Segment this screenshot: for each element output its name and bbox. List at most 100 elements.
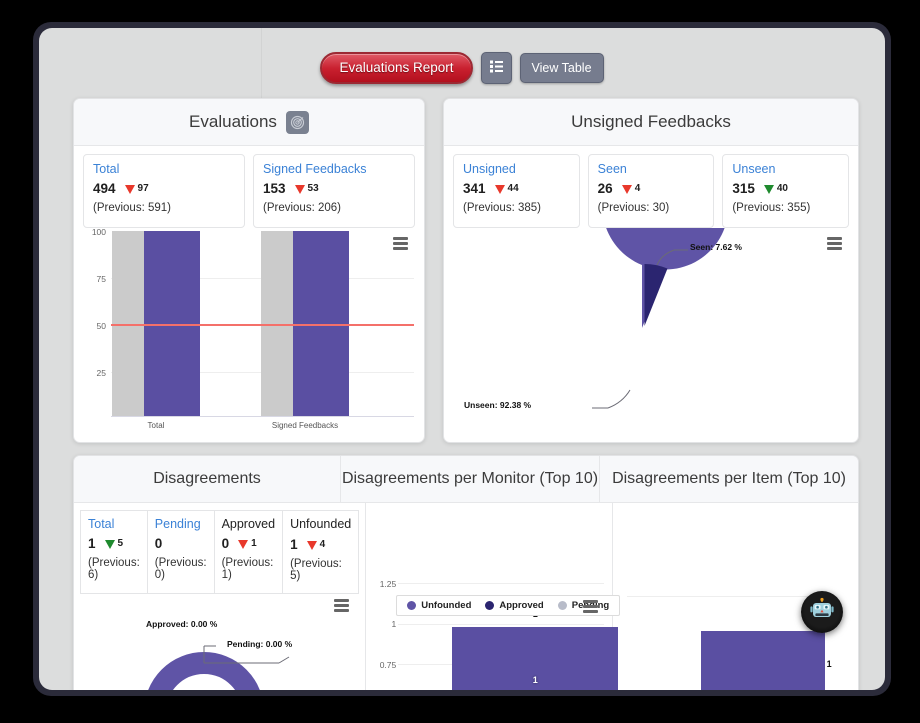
y-axis-tick: 75: [96, 274, 106, 284]
hamburger-menu-icon[interactable]: [334, 599, 350, 614]
stat-delta: 97: [124, 183, 149, 194]
legend-item-unfounded[interactable]: Unfounded: [407, 600, 471, 611]
bar-total[interactable]: [144, 231, 200, 416]
view-table-button[interactable]: View Table: [519, 53, 604, 83]
tab-disagreements-per-item[interactable]: Disagreements per Item (Top 10): [599, 456, 858, 503]
hamburger-menu-icon[interactable]: [827, 237, 842, 252]
card-title: Disagreements per Monitor (Top 10): [341, 470, 599, 487]
stat-label: Pending: [154, 517, 201, 531]
stat-value: 315: [732, 181, 755, 196]
y-axis-tick: 50: [96, 321, 106, 331]
pie-slice-unseen: [606, 228, 725, 328]
unsigned-card-header: Unsigned Feedbacks: [444, 99, 858, 146]
stat-label: Signed Feedbacks: [263, 162, 367, 176]
tab-disagreements[interactable]: Disagreements: [74, 456, 340, 503]
per-monitor-panel: 1.25 1 0.75 0.5 1 1: [366, 503, 621, 690]
x-axis-label: Signed Feedbacks: [271, 421, 339, 430]
bar-track: [261, 231, 293, 416]
device-bezel: Evaluations Report View Table: [33, 22, 891, 696]
pie-label-seen: Seen: 7.62 %: [690, 242, 742, 252]
unsigned-pie-chart: Seen: 7.62 % Unseen: 92.38 %: [444, 228, 858, 440]
stat-tile-unsigned: Unsigned 341 44 (Previous: 385): [453, 154, 580, 228]
stat-label: Approved: [221, 517, 276, 531]
stat-value: 1: [290, 537, 298, 553]
stat-delta-value: 40: [776, 183, 788, 194]
stat-delta-value: 5: [117, 538, 124, 549]
stat-delta-value: 1: [251, 538, 257, 549]
gridline: [398, 583, 604, 584]
gridline: [398, 624, 604, 625]
x-axis-label: Total: [147, 421, 165, 430]
app-viewport: Evaluations Report View Table: [39, 28, 885, 690]
card-title: Disagreements: [153, 470, 261, 487]
bar-data-label: 1: [826, 659, 832, 669]
stat-delta-value: 53: [307, 183, 319, 194]
stat-value: 1: [88, 536, 96, 551]
evaluations-report-button[interactable]: Evaluations Report: [320, 52, 473, 84]
stat-previous: (Previous: 5): [290, 558, 342, 583]
stat-delta: 4: [306, 539, 325, 551]
arrow-down-icon: [294, 185, 305, 194]
stat-tile-approved: Approved 0 1 (Previous: 1): [213, 510, 283, 594]
gridline: [626, 596, 836, 597]
stat-tile-unseen: Unseen 315 40 (Previous: 355): [722, 154, 850, 228]
stat-previous: (Previous: 591): [93, 202, 171, 214]
target-icon[interactable]: [285, 110, 309, 134]
stat-value: 0: [221, 536, 230, 551]
stat-previous: (Previous: 0): [154, 557, 207, 581]
arrow-down-icon: [763, 185, 774, 194]
donut-label-approved: Approved: 0.00 %: [146, 619, 218, 629]
stat-delta-value: 97: [137, 183, 149, 194]
legend-item-approved[interactable]: Approved: [485, 600, 544, 611]
pie-svg: [592, 228, 725, 409]
robot-assistant-icon: [809, 597, 835, 628]
legend-dot-icon: [557, 601, 567, 610]
legend-dot-icon: [407, 601, 417, 610]
stat-tile-total: Total 1 5 (Previous: 6): [80, 510, 147, 594]
stat-delta: 40: [763, 183, 788, 194]
tab-disagreements-per-monitor[interactable]: Disagreements per Monitor (Top 10): [340, 456, 599, 503]
top-toolbar: Evaluations Report View Table: [39, 52, 885, 84]
stat-label: Unfounded: [290, 517, 352, 531]
evaluations-card: Evaluations Total 494: [73, 98, 425, 443]
arrow-down-icon: [124, 185, 135, 194]
y-axis-tick: 25: [96, 368, 106, 378]
stat-tile-seen: Seen 26 4 (Previous: 30): [587, 154, 715, 228]
y-axis-tick: 1: [391, 619, 397, 629]
donut-label-pending: Pending: 0.00 %: [227, 639, 293, 649]
grid-view-button[interactable]: [480, 52, 512, 84]
pie-slice-seen: [644, 264, 668, 326]
bar-track: [112, 231, 144, 416]
stat-delta-value: 44: [507, 183, 519, 194]
stat-tile-signed-feedbacks: Signed Feedbacks 153 53 (Previous: 206): [253, 154, 415, 228]
hamburger-menu-icon[interactable]: [393, 237, 408, 252]
legend-label: Approved: [499, 600, 544, 611]
bar-unfounded[interactable]: [700, 631, 825, 690]
stat-previous: (Previous: 206): [263, 202, 341, 214]
evaluations-bar-chart: 100 75 50 25 Total Signed Feedbacks: [74, 227, 424, 440]
disagreements-donut-chart: Approved: 0.00 % Pending: 0.00 %: [74, 594, 365, 690]
bar-signed-feedbacks[interactable]: [293, 231, 349, 416]
stat-previous: (Previous: 30): [597, 202, 670, 214]
hamburger-menu-icon[interactable]: [582, 600, 598, 615]
disagreements-stat-row: Total 1 5 (Previous: 6) Pend: [74, 503, 365, 594]
stat-label: Unseen: [732, 162, 776, 176]
stat-value: 26: [597, 181, 613, 196]
stat-label: Seen: [597, 162, 627, 176]
assistant-button[interactable]: [801, 591, 843, 633]
disagreements-body-row: Total 1 5 (Previous: 6) Pend: [74, 503, 858, 690]
stat-previous: (Previous: 6): [88, 557, 140, 581]
stat-tile-pending: Pending 0 (Previous: 0): [146, 510, 214, 594]
bar-unfounded[interactable]: [452, 627, 619, 690]
pie-label-unseen: Unseen: 92.38 %: [464, 400, 532, 410]
grid-list-icon: [489, 60, 503, 76]
per-item-panel: 1: [613, 503, 858, 690]
stat-delta: 1: [238, 538, 257, 549]
unsigned-feedbacks-card: Unsigned Feedbacks Unsigned 341 44 (Prev…: [443, 98, 859, 443]
donut-slice-unfounded: [148, 652, 260, 690]
y-axis-tick: 1.25: [379, 579, 397, 589]
stat-value: 153: [263, 181, 286, 196]
arrow-down-icon: [494, 185, 505, 194]
stat-value: 341: [463, 181, 486, 196]
stat-label: Unsigned: [463, 162, 516, 176]
